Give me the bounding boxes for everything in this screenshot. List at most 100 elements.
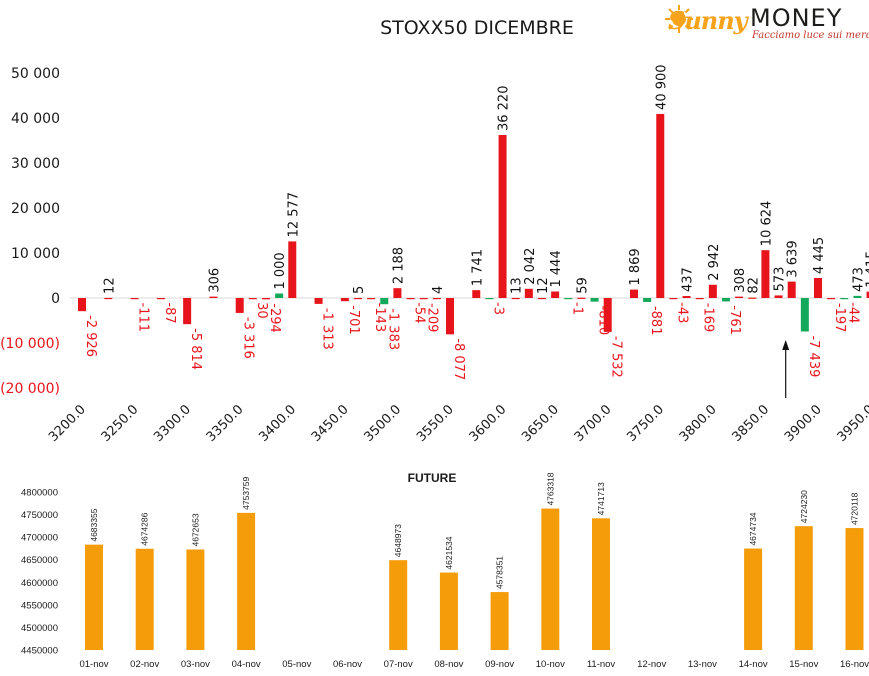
x-tick-label: 15-nov	[789, 659, 818, 670]
bar-value-label: 3 639	[786, 240, 801, 277]
x-tick-label: 3650.0	[519, 402, 562, 445]
bar	[866, 291, 869, 298]
x-tick-label: 3550.0	[414, 402, 457, 445]
bar	[603, 298, 612, 332]
bar-value-label: 4	[431, 286, 446, 294]
bar-value-label: -209	[425, 303, 440, 333]
bar-value-label: 1 000	[273, 252, 288, 289]
x-tick-label: 01-nov	[79, 659, 108, 670]
brand-logo: Sunny MONEY Facciamo luce sui mercati	[664, 4, 869, 44]
bar-value-label: 306	[207, 268, 222, 293]
x-tick-label: 3400.0	[256, 402, 299, 445]
bar	[314, 298, 323, 304]
bar	[432, 297, 441, 300]
bar-value-label: -3	[490, 302, 505, 315]
future-bar	[592, 518, 610, 650]
bar-value-label: -3 316	[241, 317, 256, 359]
bar-value-label: 30	[254, 302, 269, 319]
x-tick-label: 05-nov	[282, 659, 311, 670]
bar-value-label: -43	[674, 302, 689, 323]
bar	[419, 298, 428, 300]
future-bar	[744, 548, 763, 650]
bar-value-label: 4621534	[444, 536, 454, 569]
y-tick-label: 10 000	[11, 246, 60, 262]
bar-value-label: -701	[346, 305, 361, 335]
bar-value-label: -7 532	[609, 336, 624, 378]
y-tick-label: (20 000)	[0, 381, 60, 397]
bar	[183, 298, 192, 325]
bar	[524, 288, 533, 298]
bar	[511, 297, 520, 300]
bar-value-label: 4 445	[812, 237, 827, 274]
x-tick-label: 12-nov	[637, 659, 666, 670]
x-tick-label: 11-nov	[587, 659, 616, 670]
bar-value-label: 12	[536, 277, 551, 294]
y-tick-label: 4600000	[21, 578, 58, 589]
bar	[367, 298, 376, 300]
bar	[235, 298, 244, 313]
bar-value-label: -1	[569, 302, 584, 315]
bar	[708, 284, 717, 298]
bar-value-label: 36 220	[497, 86, 512, 132]
bar	[682, 296, 691, 298]
y-tick-label: 4650000	[21, 555, 58, 566]
bar-value-label: 4753759	[241, 477, 251, 510]
bar	[209, 296, 218, 298]
future-chart: FUTURE 4800000 4750000 4700000 4650000 460000…	[21, 471, 869, 670]
bar-value-label: 1 415	[865, 250, 869, 287]
bar	[393, 288, 402, 298]
y-tick-label: 4700000	[21, 533, 58, 544]
bar-value-label: 12 577	[286, 192, 301, 238]
bar-value-label: 4683355	[89, 508, 99, 541]
bar	[78, 298, 86, 312]
bar	[380, 298, 389, 305]
bar	[353, 297, 362, 300]
annotation-arrow-head	[782, 340, 790, 350]
y-tick-label: 20 000	[11, 201, 60, 217]
bar	[288, 241, 297, 298]
y-tick-label: 30 000	[11, 156, 60, 172]
x-tick-label: 3850.0	[729, 402, 772, 445]
x-tick-label: 16-nov	[840, 659, 869, 670]
x-tick-label: 3500.0	[361, 402, 404, 445]
x-tick-label: 3350.0	[204, 402, 247, 445]
y-tick-label: 50 000	[11, 66, 60, 82]
bar-value-label: -7 439	[806, 335, 821, 377]
bar-value-label: 13	[510, 277, 525, 294]
bar-value-label: 40 900	[654, 64, 669, 110]
bar-value-label: 5	[352, 286, 367, 294]
x-tick-label: 08-nov	[434, 659, 463, 670]
bar	[406, 298, 415, 300]
bar	[840, 298, 849, 300]
future-bar	[439, 572, 458, 650]
bar	[656, 113, 665, 298]
x-tick-label: 3950.0	[835, 402, 869, 445]
x-tick-label: 04-nov	[232, 659, 261, 670]
x-tick-label: 3250.0	[99, 402, 142, 445]
bar	[669, 298, 678, 300]
bar	[537, 297, 546, 300]
x-tick-label: 07-nov	[384, 659, 413, 670]
bar	[787, 281, 796, 298]
bar-value-label: -5 814	[188, 328, 203, 370]
bar-value-label: 2 942	[707, 244, 722, 281]
bar	[130, 298, 139, 300]
bar	[104, 297, 113, 300]
bar	[774, 295, 783, 298]
x-tick-label: 3450.0	[309, 402, 352, 445]
bar-value-label: 1 741	[470, 249, 485, 286]
bar	[551, 291, 560, 298]
bar	[695, 298, 704, 300]
bar	[564, 298, 573, 300]
stoxx50-strike-chart: STOXX50 DICEMBRE 50 000 40 000 30 000 20 000…	[0, 17, 869, 445]
bar	[800, 298, 809, 332]
y-tick-label: 4750000	[21, 510, 58, 521]
x-tick-label: 3300.0	[151, 402, 194, 445]
bar-value-label: 573	[773, 267, 788, 292]
bar	[445, 298, 454, 335]
y-tick-label: (10 000)	[0, 336, 60, 352]
x-tick-label: 3700.0	[572, 402, 615, 445]
bar-value-label: -169	[701, 303, 716, 333]
bar-value-label: -87	[162, 302, 177, 323]
